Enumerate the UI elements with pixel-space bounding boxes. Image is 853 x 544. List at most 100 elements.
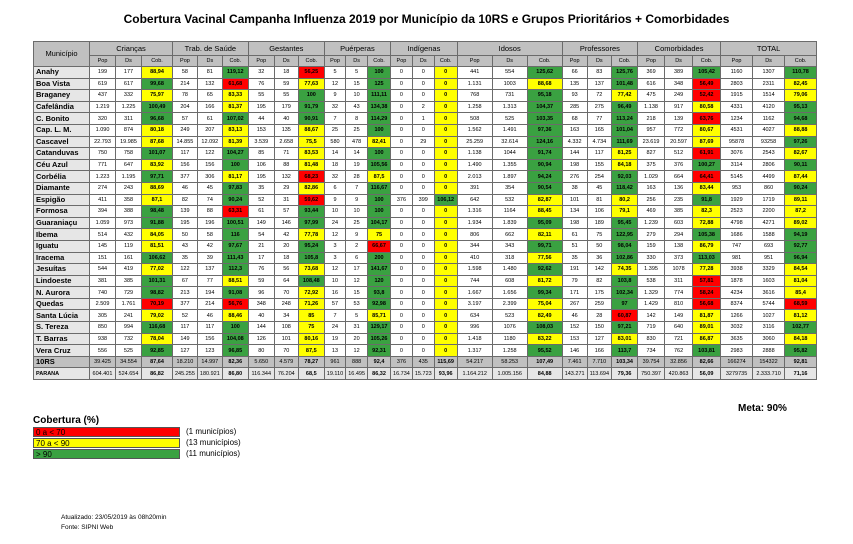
cob-cell: 89,11 — [784, 193, 818, 207]
pop-cell: 437 — [89, 89, 116, 102]
cob-cell: 84,18 — [784, 332, 818, 346]
ds-cell: 3060 — [752, 332, 786, 346]
ds-cell: 478 — [345, 135, 369, 149]
total-row: 10RS 39.425 34.554 87,64 18.210 14.997 82,36 5.… — [33, 355, 818, 369]
pop-cell: 1.090 — [89, 123, 116, 137]
ds-cell: 180.921 — [196, 367, 223, 381]
ds-cell: 810 — [664, 297, 694, 311]
ds-cell: 88 — [273, 158, 299, 172]
ds-cell: 155 — [586, 158, 613, 172]
table-row: Anahy 199 177 88,94 58 81 119,12 32 18 56,25 5 5 100… — [33, 66, 818, 79]
municipio-name: Cascavel — [33, 135, 90, 149]
cob-cell: 111,11 — [367, 89, 392, 102]
ds-cell: 57 — [273, 205, 299, 218]
column-header: Ds — [345, 55, 369, 67]
cob-cell: 81,87 — [692, 309, 722, 323]
pop-cell: 1.029 — [637, 170, 666, 183]
ds-cell: 524.654 — [115, 367, 142, 381]
pop-cell: 32 — [323, 100, 347, 114]
cob-cell: 72,92 — [297, 286, 325, 299]
column-header: Cob. — [367, 55, 392, 67]
cob-cell: 82,49 — [526, 309, 563, 323]
cob-cell: 111,43 — [221, 251, 249, 265]
column-header: Ds — [664, 55, 694, 67]
column-header: Ds — [752, 55, 786, 67]
pop-cell: 1234 — [720, 112, 754, 125]
cob-cell: 96,68 — [141, 112, 173, 125]
ds-cell: 10 — [345, 205, 369, 218]
ds-cell: 139 — [664, 112, 694, 125]
pop-cell: 32 — [247, 66, 275, 79]
ds-cell: 106 — [586, 205, 613, 218]
ds-cell: 25 — [345, 216, 369, 230]
cob-cell: 81,37 — [221, 100, 249, 114]
pop-cell: 1.223 — [89, 170, 116, 183]
ds-cell: 3329 — [752, 263, 786, 276]
ds-cell: 1588 — [752, 228, 786, 241]
ds-cell: 166 — [586, 344, 613, 357]
pop-cell: 469 — [637, 205, 666, 218]
cob-cell: 95,45 — [611, 216, 639, 230]
cob-cell: 113,03 — [692, 251, 722, 265]
ds-cell: 994 — [115, 321, 142, 334]
cob-cell: 118,42 — [611, 181, 639, 195]
ds-cell: 389 — [664, 66, 694, 79]
ds-cell: 235 — [664, 193, 694, 207]
cob-cell: 0 — [433, 344, 458, 357]
pop-cell: 0 — [390, 251, 413, 265]
pop-cell: 93 — [561, 89, 588, 102]
pop-cell: 744 — [456, 274, 493, 288]
cob-cell: 0 — [433, 158, 458, 172]
ds-cell: 39 — [196, 251, 223, 265]
ds-cell: 608 — [491, 274, 528, 288]
pop-cell: 538 — [637, 274, 666, 288]
ds-cell: 2.399 — [491, 297, 528, 311]
pop-cell: 46 — [561, 309, 588, 323]
ds-cell: 8 — [345, 112, 369, 125]
pop-cell: 768 — [456, 89, 493, 102]
cob-cell: 52,42 — [692, 89, 722, 102]
legend-title: Cobertura (%) — [33, 415, 100, 426]
pop-cell: 13 — [323, 344, 347, 357]
ds-cell: 385 — [664, 205, 694, 218]
cob-cell: 110,78 — [784, 66, 818, 79]
pop-cell: 126 — [247, 332, 275, 346]
pop-cell: 3279735 — [720, 367, 754, 381]
cob-cell: 97 — [611, 297, 639, 311]
ds-cell: 45 — [586, 181, 613, 195]
cob-cell: 104,27 — [221, 147, 249, 160]
cob-cell: 84,88 — [526, 367, 563, 381]
ds-cell: 71 — [273, 147, 299, 160]
cob-cell: 101,04 — [611, 123, 639, 137]
cob-cell: 100 — [367, 123, 392, 137]
pop-cell: 67 — [172, 274, 198, 288]
pop-cell: 5 — [323, 66, 347, 79]
pop-cell: 1686 — [720, 228, 754, 241]
table-row: N. Aurora 740 729 98,82 213 194 91,08 96 70 72,92… — [33, 286, 818, 299]
cob-cell: 93,44 — [297, 205, 325, 218]
pop-cell: 23.619 — [637, 135, 666, 149]
pop-cell: 58 — [172, 66, 198, 79]
ds-cell: 194 — [196, 286, 223, 299]
cob-cell: 84,54 — [784, 263, 818, 276]
ds-cell: 420.863 — [664, 367, 694, 381]
cob-cell: 0 — [433, 100, 458, 114]
column-header: Pop — [390, 55, 413, 67]
table-row: Vera Cruz 556 525 92,85 127 123 96,85 80 70 87,5 1… — [33, 344, 818, 357]
ds-cell: 917 — [664, 100, 694, 114]
pop-cell: 10 — [323, 205, 347, 218]
cob-cell: 88,67 — [297, 123, 325, 137]
cob-cell: 116 — [221, 228, 249, 241]
cob-cell: 61,68 — [221, 77, 249, 91]
municipio-name: Formosa — [33, 205, 90, 218]
pop-cell: 25 — [323, 123, 347, 137]
table-row: Jesuítas 544 419 77,02 122 137 112,3 76 56 73,68 1… — [33, 263, 818, 276]
page-title: Cobertura Vacinal Campanha Influenza 201… — [123, 12, 730, 26]
pop-cell: 4531 — [720, 123, 754, 137]
cob-cell: 77,28 — [692, 263, 722, 276]
cob-cell: 92,4 — [367, 355, 392, 369]
pop-cell: 214 — [172, 77, 198, 91]
cob-cell: 92,03 — [611, 170, 639, 183]
pop-cell: 35 — [247, 181, 275, 195]
pop-cell: 0 — [390, 344, 413, 357]
